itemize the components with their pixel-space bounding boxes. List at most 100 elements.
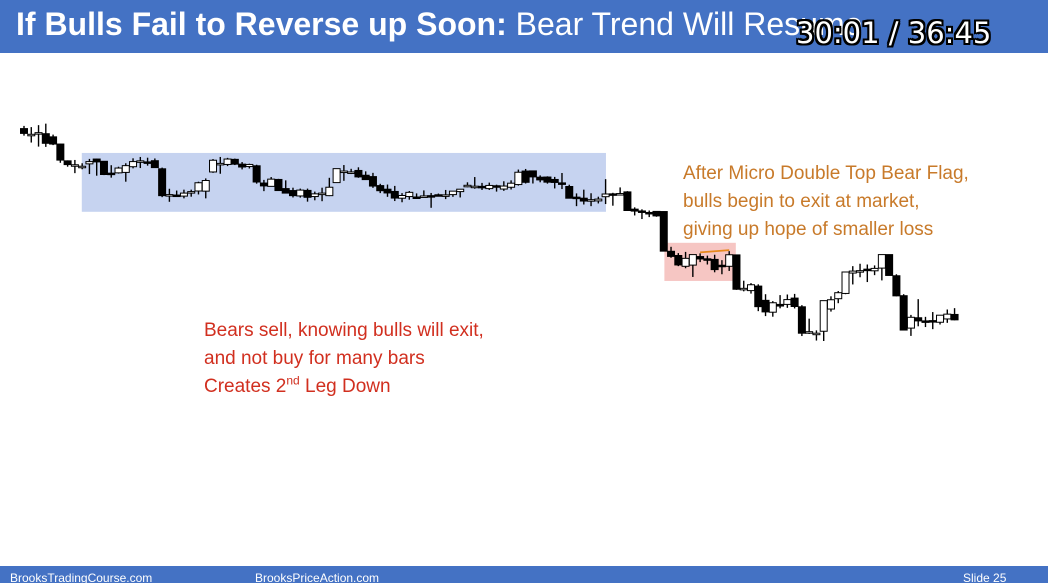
- slide-title: If Bulls Fail to Reverse up Soon: Bear T…: [16, 6, 862, 43]
- bear-candle-body: [543, 176, 552, 183]
- bull-candle-body: [165, 194, 174, 197]
- bull-candle-body: [121, 165, 130, 173]
- candle: [114, 166, 123, 174]
- bull-candle-body: [877, 254, 886, 269]
- bear-candle-body: [63, 160, 72, 166]
- bear-candle-body: [238, 163, 247, 168]
- bull-candle-body: [848, 270, 857, 274]
- footer-bar: [0, 566, 1048, 583]
- bear-candle-body: [434, 194, 443, 197]
- candle: [623, 191, 632, 211]
- bear-candle-body: [528, 170, 537, 178]
- red-note-line-2: and not buy for many bars: [204, 348, 425, 369]
- highlight-boxes: [81, 152, 736, 281]
- red-note-line-3: Creates 2nd Leg Down: [204, 373, 484, 401]
- candle: [56, 143, 65, 163]
- candle: [856, 263, 865, 278]
- footer-center-link[interactable]: BrooksPriceAction.com: [255, 571, 380, 585]
- candle: [368, 172, 377, 188]
- candle: [201, 178, 210, 199]
- bull-candle-body: [136, 160, 145, 163]
- bear-candle-body: [710, 258, 719, 271]
- bull-candle-body: [616, 193, 625, 196]
- candle: [121, 163, 130, 182]
- bear-candle-body: [354, 169, 363, 178]
- candles: [20, 123, 959, 341]
- bull-candle-body: [267, 178, 276, 187]
- candle: [899, 294, 908, 331]
- bear-candle-body: [623, 191, 632, 211]
- bull-candle-body: [85, 161, 94, 165]
- bull-candle-body: [194, 182, 203, 192]
- candle: [85, 158, 94, 175]
- bear-candle-body: [550, 178, 559, 183]
- candle: [354, 167, 363, 178]
- bull-candle-body: [179, 192, 188, 197]
- bull-candle-body: [485, 184, 494, 190]
- candle: [950, 308, 959, 321]
- bull-candle-body: [201, 180, 210, 192]
- footer-left-link[interactable]: BrooksTradingCourse.com: [10, 571, 153, 585]
- candle: [514, 169, 523, 186]
- orange-note-line-1: After Micro Double Top Bear Flag,: [683, 163, 969, 184]
- bear-candle-body: [921, 320, 930, 323]
- candle: [528, 170, 537, 184]
- bear-candle-body: [637, 210, 646, 213]
- candle: [390, 185, 399, 202]
- red-note-post: Leg Down: [299, 376, 391, 397]
- bear-candle-body: [557, 182, 566, 185]
- bear-candle-body: [565, 186, 574, 199]
- bear-candle-body: [412, 196, 421, 199]
- candle: [49, 134, 58, 146]
- bear-candle-body: [99, 160, 108, 176]
- bull-candle-body: [27, 133, 36, 137]
- candle: [637, 209, 646, 220]
- bear-candle-body: [579, 197, 588, 202]
- candle: [230, 158, 239, 166]
- candle: [877, 254, 886, 281]
- bull-candle-body: [78, 165, 87, 169]
- candle: [78, 163, 87, 170]
- bear-candle-body: [761, 299, 770, 313]
- bull-candle-body: [209, 159, 218, 173]
- bear-candle-body: [914, 317, 923, 322]
- candle: [20, 125, 28, 136]
- bull-candle-body: [470, 185, 479, 189]
- bull-candle-body: [507, 182, 516, 188]
- bull-candle-body: [332, 168, 341, 184]
- candle: [892, 274, 901, 297]
- candle: [688, 254, 697, 277]
- bull-candle-body: [783, 299, 792, 305]
- bull-candle-body: [325, 186, 334, 197]
- bull-candle-body: [296, 189, 305, 197]
- candle: [27, 127, 36, 143]
- bear-candle-body: [143, 161, 152, 164]
- bear-candle-body: [950, 313, 959, 321]
- micro-double-top-note: After Micro Double Top Bear Flag, bulls …: [683, 160, 969, 244]
- candle: [158, 167, 167, 198]
- candle: [616, 187, 625, 196]
- bear-candle-body: [41, 133, 50, 144]
- red-note-line-1: Bears sell, knowing bulls will exit,: [204, 320, 484, 341]
- bull-candle-body: [819, 300, 828, 332]
- candle: [652, 210, 661, 217]
- bear-candle-body: [703, 258, 712, 261]
- bear-candle-body: [20, 128, 28, 134]
- candle: [41, 123, 50, 147]
- bull-candle-body: [805, 331, 814, 334]
- candle: [310, 191, 319, 201]
- bear-candle-body: [717, 264, 726, 268]
- bear-candle-body: [572, 196, 581, 200]
- bull-candle-body: [223, 158, 232, 165]
- bull-candle-body: [318, 192, 327, 196]
- candle: [819, 300, 828, 341]
- candle: [826, 296, 835, 312]
- candle: [34, 125, 43, 147]
- candle: [179, 189, 188, 199]
- candle: [914, 299, 923, 327]
- video-timestamp: 30:01 / 36:45: [796, 16, 992, 50]
- candle: [870, 265, 879, 276]
- bull-candle-body: [601, 193, 610, 198]
- bear-candle-body: [608, 193, 617, 196]
- bear-candle-body: [478, 185, 487, 189]
